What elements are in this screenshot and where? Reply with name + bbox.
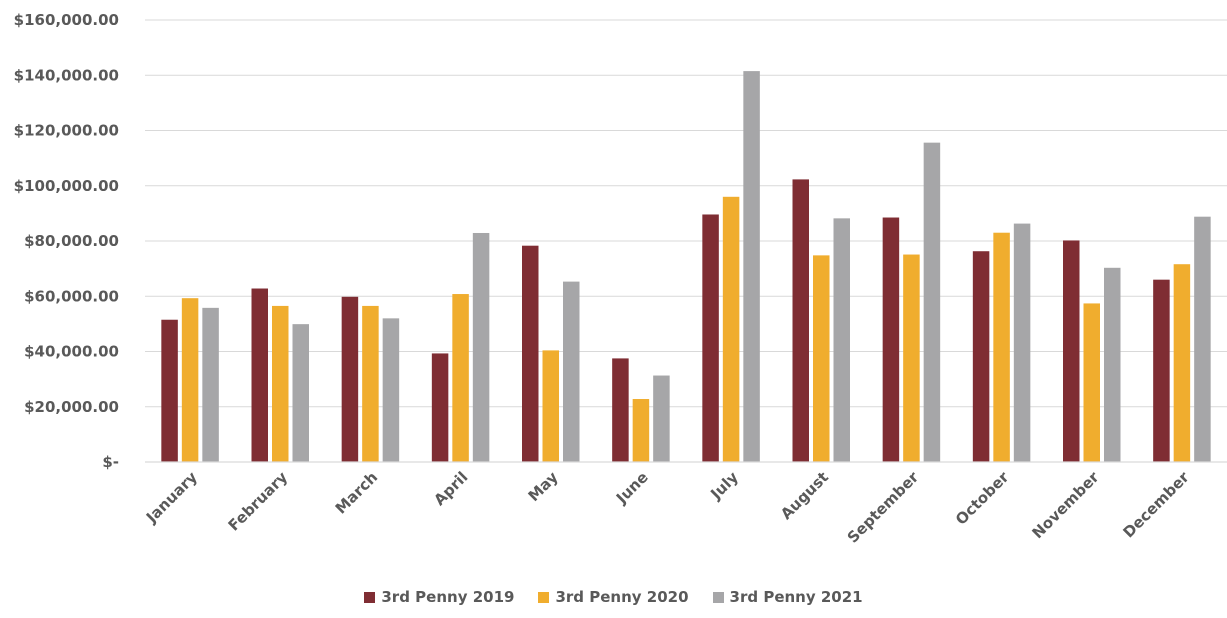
bar-3rd-penny-2020-may (542, 350, 559, 462)
legend-swatch-2020 (538, 591, 550, 603)
y-tick-label: $20,000.00 (24, 398, 119, 416)
y-tick-label: $- (102, 453, 119, 471)
bar-3rd-penny-2019-june (612, 358, 629, 462)
legend: 3rd Penny 2019 3rd Penny 2020 3rd Penny … (0, 588, 1227, 606)
legend-item-2020: 3rd Penny 2020 (538, 588, 689, 606)
bar-3rd-penny-2021-february (292, 324, 309, 462)
y-tick-label: $120,000.00 (14, 122, 119, 140)
x-tick-label: March (332, 468, 382, 518)
bar-3rd-penny-2020-july (722, 196, 740, 463)
bar-3rd-penny-2019-march (341, 296, 359, 462)
bar-3rd-penny-2021-january (202, 307, 219, 462)
bar-3rd-penny-2021-may (563, 281, 580, 462)
bars (161, 71, 1211, 463)
y-tick-labels: $- $20,000.00 $40,000.00 $60,000.00 $80,000.… (14, 11, 119, 471)
y-tick-label: $160,000.00 (14, 11, 119, 29)
y-tick-label: $80,000.00 (24, 232, 119, 250)
bar-3rd-penny-2020-march (362, 305, 379, 462)
x-tick-label: February (225, 468, 292, 535)
gridlines (145, 19, 1227, 408)
bar-3rd-penny-2020-january (181, 298, 199, 462)
y-tick-label: $60,000.00 (24, 287, 119, 305)
bar-3rd-penny-2021-june (653, 375, 670, 462)
bar-3rd-penny-2021-march (382, 318, 400, 462)
x-tick-label: October (952, 468, 1013, 529)
x-tick-labels: January February March April May June July Augu… (142, 468, 1193, 547)
bar-3rd-penny-2019-april (431, 353, 449, 462)
bar-3rd-penny-2019-august (792, 179, 809, 463)
bar-3rd-penny-2019-may (522, 245, 539, 462)
y-tick-label: $100,000.00 (14, 177, 119, 195)
x-tick-label: August (777, 468, 832, 523)
x-tick-label: April (430, 468, 471, 509)
bar-3rd-penny-2021-december (1194, 216, 1211, 462)
legend-label-2020: 3rd Penny 2020 (555, 588, 689, 606)
bar-3rd-penny-2019-december (1153, 279, 1170, 462)
legend-label-2019: 3rd Penny 2019 (381, 588, 515, 606)
bar-3rd-penny-2020-june (632, 399, 650, 462)
legend-label-2021: 3rd Penny 2021 (729, 588, 863, 606)
legend-item-2019: 3rd Penny 2019 (364, 588, 514, 606)
bar-3rd-penny-2021-august (833, 218, 850, 462)
bar-3rd-penny-2020-december (1173, 264, 1191, 462)
bar-3rd-penny-2020-november (1083, 303, 1100, 462)
x-tick-label: January (142, 468, 201, 527)
bar-3rd-penny-2020-october (993, 232, 1010, 462)
bar-3rd-penny-2019-july (702, 214, 719, 462)
x-tick-label: December (1119, 468, 1193, 542)
legend-item-2021: 3rd Penny 2021 (712, 588, 863, 606)
bar-3rd-penny-2019-october (972, 251, 990, 462)
y-tick-label: $140,000.00 (14, 66, 119, 84)
bar-3rd-penny-2020-february (272, 305, 289, 462)
x-tick-label: September (844, 468, 923, 547)
x-tick-label: May (525, 468, 562, 505)
bar-3rd-penny-2021-october (1013, 223, 1031, 462)
bar-3rd-penny-2019-november (1063, 240, 1080, 462)
x-tick-label: November (1029, 468, 1103, 542)
bar-3rd-penny-2021-september (923, 142, 941, 462)
y-tick-label: $40,000.00 (24, 343, 119, 361)
bar-3rd-penny-2019-february (251, 288, 268, 462)
bar-3rd-penny-2020-august (813, 255, 830, 462)
legend-swatch-2021 (712, 591, 724, 603)
x-tick-label: July (706, 468, 742, 504)
bar-3rd-penny-2021-july (743, 71, 760, 462)
legend-swatch-2019 (364, 591, 376, 603)
bar-3rd-penny-2020-april (452, 294, 469, 462)
bar-3rd-penny-2019-january (161, 319, 178, 462)
bar-3rd-penny-2019-september (882, 217, 900, 462)
bar-3rd-penny-2020-september (903, 254, 920, 462)
x-tick-label: June (612, 468, 652, 508)
bar-3rd-penny-2021-november (1104, 267, 1121, 462)
bar-3rd-penny-2021-april (472, 232, 490, 462)
